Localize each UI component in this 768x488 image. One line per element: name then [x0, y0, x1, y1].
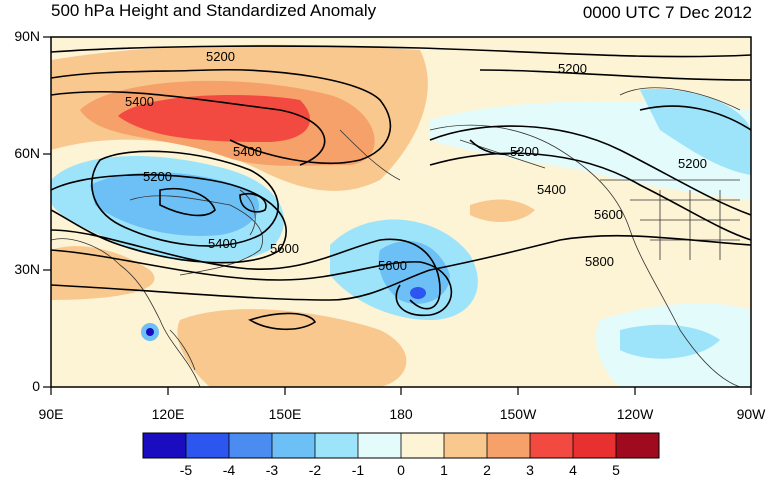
colorbar-label: -5: [179, 462, 193, 478]
contour-label: 5200: [206, 49, 235, 64]
lon-label-90w: 90W: [736, 406, 766, 422]
map-title: 500 hPa Height and Standardized Anomaly: [51, 1, 377, 20]
lon-label-150e: 150E: [268, 406, 302, 422]
colorbar-label: -3: [265, 462, 279, 478]
colorbar: [142, 432, 660, 459]
negative-anomaly-region-4: [378, 240, 450, 304]
axis-ticks: [43, 36, 752, 395]
positive-anomaly-region-5: [177, 309, 407, 387]
colorbar-label: 3: [526, 462, 534, 478]
lat-label-30n: 30N: [14, 261, 40, 277]
colorbar-swatch: [186, 433, 229, 458]
contour-label: 5200: [143, 169, 172, 184]
contour-label: 5600: [270, 241, 299, 256]
contour-label: 5600: [594, 207, 623, 222]
contour-label: 5400: [537, 182, 566, 197]
colorbar-swatch: [315, 433, 358, 458]
colorbar-label: 0: [397, 462, 405, 478]
colorbar-swatch: [358, 433, 401, 458]
lat-label-60n: 60N: [14, 145, 40, 161]
lon-label-180: 180: [389, 406, 413, 422]
colorbar-label: 1: [440, 462, 448, 478]
contour-label: 5400: [125, 94, 154, 109]
negative-anomaly-region-2: [90, 172, 259, 236]
map-datetime: 0000 UTC 7 Dec 2012: [582, 3, 752, 22]
contour-label: 5400: [208, 236, 237, 251]
lon-label-120e: 120E: [151, 406, 185, 422]
contour-label: 5200: [558, 61, 587, 76]
negative-anomaly-region-6: [640, 89, 751, 175]
lat-label-0: 0: [32, 378, 40, 394]
colorbar-label: 4: [569, 462, 577, 478]
colorbar-swatch: [444, 433, 487, 458]
contour-label: 5600: [378, 258, 407, 273]
positive-anomaly-region-4: [470, 199, 535, 222]
colorbar-swatch: [143, 433, 186, 458]
contour-label: 5800: [585, 254, 614, 269]
lat-label-90n: 90N: [14, 28, 40, 44]
colorbar-swatch: [401, 433, 444, 458]
colorbar-swatch: [573, 433, 616, 458]
contour-label: 5200: [510, 144, 539, 159]
colorbar-label: -2: [308, 462, 322, 478]
lon-label-150w: 150W: [499, 406, 537, 422]
colorbar-swatch: [487, 433, 530, 458]
contour-label: 5200: [678, 156, 707, 171]
colorbar-label: -4: [222, 462, 236, 478]
colorbar-swatch: [229, 433, 272, 458]
colorbar-swatch: [616, 433, 659, 458]
colorbar-label: 2: [483, 462, 491, 478]
negative-anomaly-core: [410, 287, 426, 299]
colorbar-dividers: [185, 433, 617, 458]
colorbar-swatch: [272, 433, 315, 458]
lon-label-90e: 90E: [38, 406, 64, 422]
lon-label-120w: 120W: [616, 406, 654, 422]
contour-label-group: 5200 5200 5400 5200 5200 5200 5400 5400 …: [125, 49, 707, 273]
colorbar-swatch: [530, 433, 573, 458]
anomaly-shading: [51, 37, 751, 387]
colorbar-label: 5: [612, 462, 620, 478]
contour-label: 5400: [233, 144, 262, 159]
typhoon-anomaly-core: [146, 328, 154, 336]
colorbar-label: -1: [351, 462, 365, 478]
positive-anomaly-core: [118, 95, 310, 142]
height-contours: [51, 45, 751, 331]
